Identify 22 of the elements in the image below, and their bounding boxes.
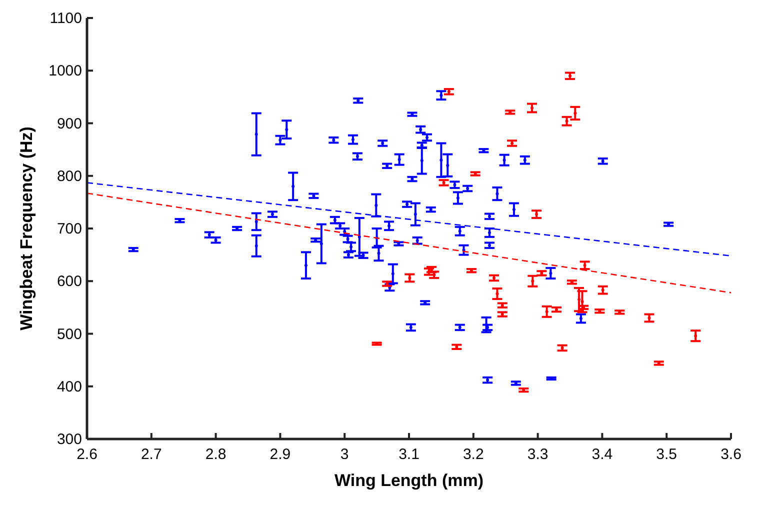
y-tick-label: 800 <box>56 168 82 185</box>
y-tick-label: 400 <box>56 378 82 396</box>
x-tick-label: 2.8 <box>205 446 226 463</box>
y-tick-label: 1100 <box>50 10 82 27</box>
x-tick-label: 3.5 <box>656 446 678 463</box>
x-tick-label: 2.7 <box>140 446 162 463</box>
x-tick-label: 3.4 <box>592 446 613 463</box>
x-tick-label: 3.6 <box>720 446 742 463</box>
x-tick-label: 3.2 <box>462 446 484 463</box>
y-tick-label: 600 <box>56 273 82 290</box>
x-tick-label: 3.3 <box>527 446 548 463</box>
x-tick-label: 3.1 <box>398 446 420 463</box>
y-tick-label: 1000 <box>48 62 82 80</box>
y-axis-title: Wingbeat Frequency (Hz) <box>17 126 36 330</box>
y-tick-label: 500 <box>56 326 82 343</box>
x-tick-label: 3 <box>340 446 349 463</box>
x-axis-title: Wing Length (mm) <box>334 471 484 490</box>
y-tick-label: 900 <box>56 115 82 132</box>
x-tick-label: 2.6 <box>76 446 98 463</box>
x-tick-label: 2.9 <box>270 446 291 463</box>
y-tick-label: 700 <box>56 220 82 238</box>
y-tick-label: 300 <box>56 431 82 448</box>
